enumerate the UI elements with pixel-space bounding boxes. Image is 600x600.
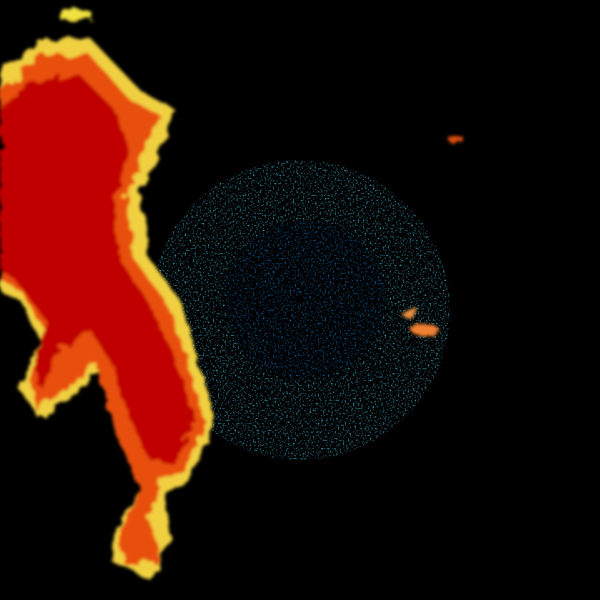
east-cell-2 — [401, 307, 419, 317]
clutter-field — [150, 160, 450, 460]
north-fragment — [57, 9, 93, 21]
storm-cells — [0, 9, 464, 580]
far-east-cell — [448, 135, 464, 143]
main-storm-core — [0, 75, 195, 465]
east-cell-1 — [411, 324, 439, 336]
clutter-inner — [225, 220, 385, 380]
radar-site-icon — [295, 295, 303, 303]
